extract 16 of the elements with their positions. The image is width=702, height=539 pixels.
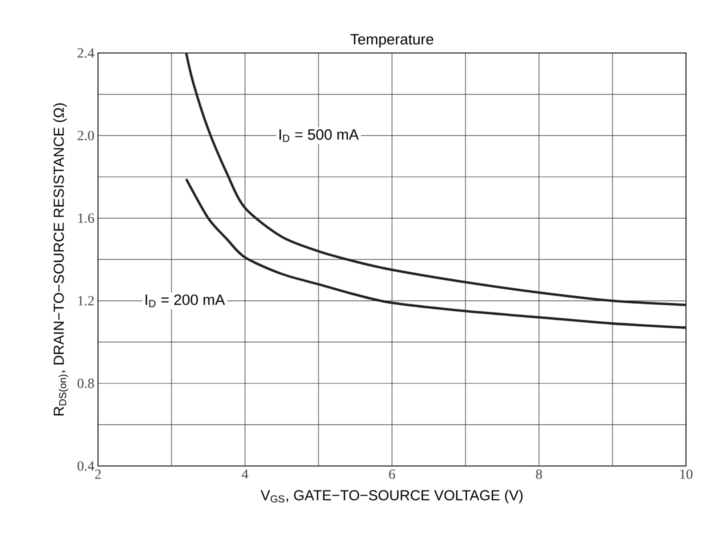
x-tick-label: 4 (242, 469, 248, 479)
y-tick-label: 2.0 (78, 130, 94, 140)
x-tick-label: 6 (389, 470, 396, 479)
x-tick-label: 8 (536, 470, 542, 479)
y-tick-label: 2.4 (78, 48, 94, 58)
y-tick-label: 0.4 (78, 461, 94, 471)
y-axis-title: R$_{DS(on)}$, DRAIN−TO−SOURCE RESISTANCE (Ω) (53, 103, 68, 416)
annotation: I$_{D}$ = 500 mA (280, 129, 359, 142)
annotation: I$_{D}$ = 200 mA (146, 294, 225, 308)
x-tick-label: 2 (95, 470, 101, 479)
y-tick-label: 1.2 (78, 296, 94, 306)
x-tick-label: 10 (680, 470, 692, 479)
chart-title: Temperature (350, 34, 434, 48)
y-tick-label: 1.6 (78, 213, 94, 223)
y-tick-label: 0.8 (78, 378, 94, 388)
x-axis-title: V$_{GS}$, GATE−TO−SOURCE VOLTAGE (V) (260, 490, 523, 504)
